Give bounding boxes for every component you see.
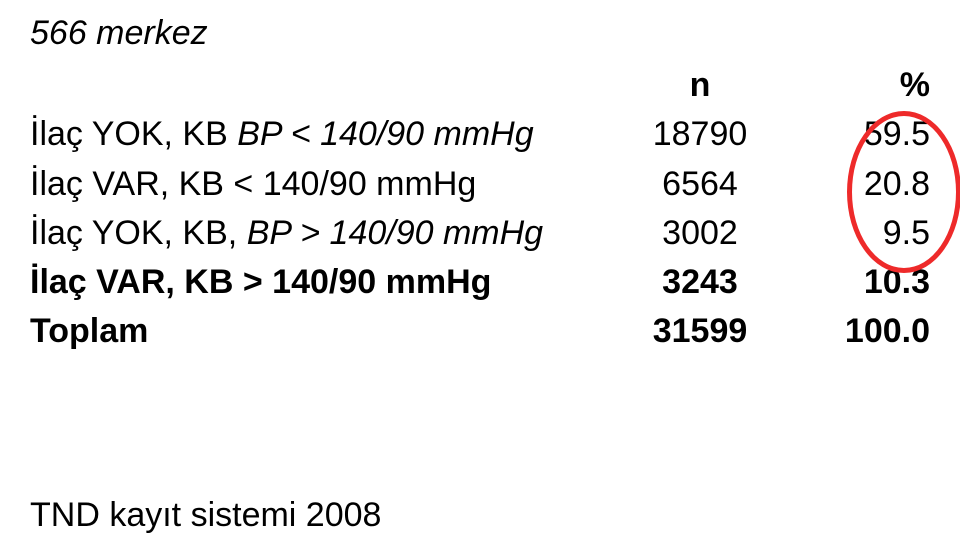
table-row: Toplam 31599 100.0 <box>30 307 930 356</box>
row-n: 6564 <box>620 160 780 209</box>
row-label: İlaç VAR, KB < 140/90 mmHg <box>30 160 620 209</box>
row-label-plain: İlaç YOK, KB <box>30 115 237 153</box>
table-row: İlaç YOK, KB, BP > 140/90 mmHg 3002 9.5 <box>30 209 930 258</box>
document-page: 566 merkez n % İlaç YOK, KB BP < 140/90 … <box>0 0 960 557</box>
header-pct: % <box>780 61 930 110</box>
row-n: 18790 <box>620 110 780 159</box>
row-label: Toplam <box>30 307 620 356</box>
footer-text: TND kayıt sistemi 2008 <box>30 496 381 535</box>
row-label: İlaç VAR, KB > 140/90 mmHg <box>30 258 620 307</box>
data-table: n % İlaç YOK, KB BP < 140/90 mmHg 18790 … <box>30 61 930 357</box>
row-label: İlaç YOK, KB, BP > 140/90 mmHg <box>30 209 620 258</box>
row-label-plain: Toplam <box>30 312 148 350</box>
row-pct: 9.5 <box>780 209 930 258</box>
row-pct: 10.3 <box>780 258 930 307</box>
row-pct: 20.8 <box>780 160 930 209</box>
row-label-plain: İlaç VAR, KB < 140/90 mmHg <box>30 165 476 203</box>
page-title: 566 merkez <box>30 14 930 53</box>
table-header-row: n % <box>30 61 930 110</box>
row-label-italic: BP < 140/90 mmHg <box>237 115 533 153</box>
row-pct: 100.0 <box>780 307 930 356</box>
row-n: 3243 <box>620 258 780 307</box>
table-row: İlaç VAR, KB < 140/90 mmHg 6564 20.8 <box>30 160 930 209</box>
header-n: n <box>620 61 780 110</box>
table-row: İlaç VAR, KB > 140/90 mmHg 3243 10.3 <box>30 258 930 307</box>
row-label-italic: BP > 140/90 mmHg <box>247 214 543 252</box>
table-row: İlaç YOK, KB BP < 140/90 mmHg 18790 59.5 <box>30 110 930 159</box>
row-n: 31599 <box>620 307 780 356</box>
row-label: İlaç YOK, KB BP < 140/90 mmHg <box>30 110 620 159</box>
row-pct: 59.5 <box>780 110 930 159</box>
row-label-plain: İlaç YOK, KB, <box>30 214 247 252</box>
row-n: 3002 <box>620 209 780 258</box>
row-label-plain: İlaç VAR, KB > 140/90 mmHg <box>30 263 491 301</box>
header-label-col <box>30 61 620 110</box>
